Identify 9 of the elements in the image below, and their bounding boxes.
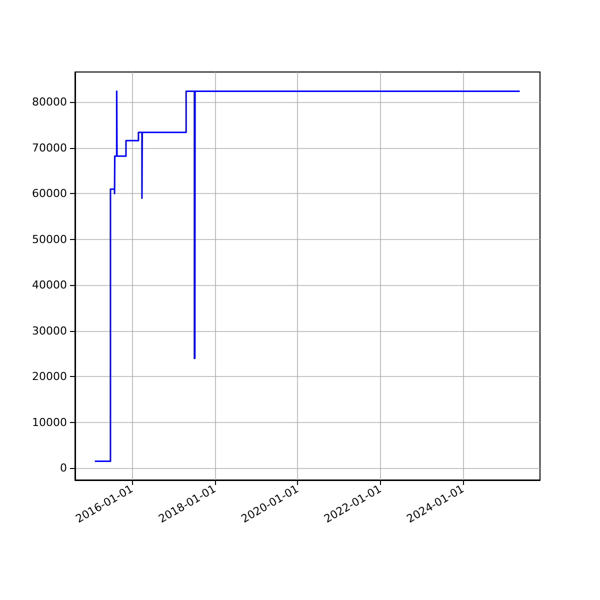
y-tick-label: 40000 bbox=[32, 278, 67, 292]
y-tick-label: 10000 bbox=[32, 416, 67, 429]
y-tick-label: 30000 bbox=[32, 324, 67, 338]
y-tick-label: 20000 bbox=[32, 370, 67, 384]
y-tick-label: 50000 bbox=[32, 232, 67, 246]
y-tick-label: 0 bbox=[60, 462, 67, 475]
y-tick-label: 70000 bbox=[32, 141, 67, 154]
y-tick-label: 80000 bbox=[32, 96, 67, 109]
y-tick-label: 60000 bbox=[32, 187, 67, 200]
